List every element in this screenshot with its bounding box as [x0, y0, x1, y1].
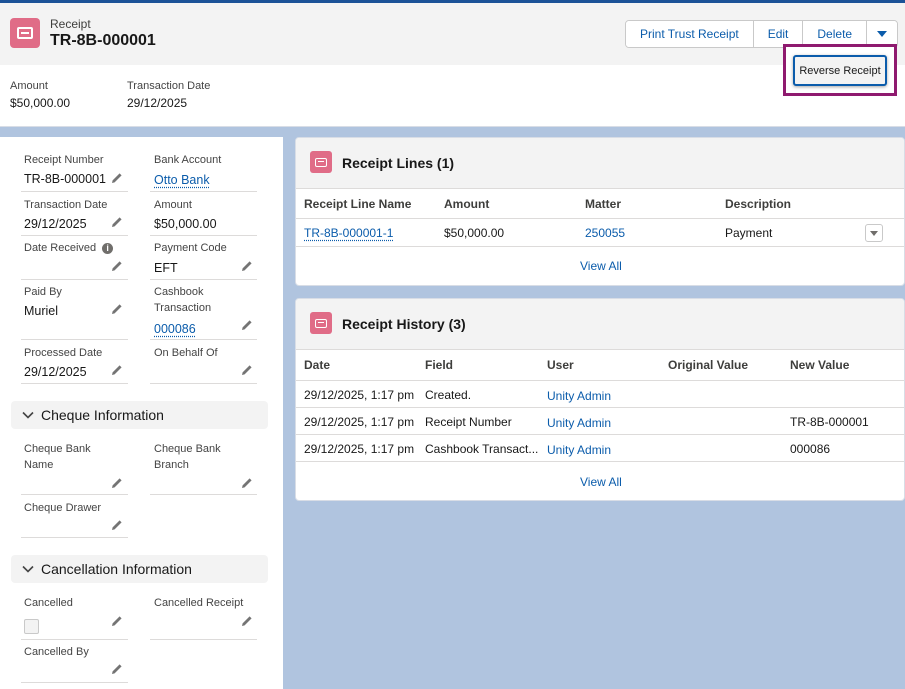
- history-new-value: TR-8B-000001: [790, 415, 869, 429]
- bank-account-label: Bank Account: [154, 152, 221, 168]
- history-new-value: 000086: [790, 442, 830, 456]
- column-header: User: [547, 358, 574, 372]
- cancelled-by-label: Cancelled By: [24, 644, 89, 660]
- chevron-down-icon: [877, 31, 887, 37]
- column-header: Original Value: [668, 358, 748, 372]
- receipt-history-title[interactable]: Receipt History (3): [342, 316, 466, 332]
- column-header: New Value: [790, 358, 849, 372]
- chevron-down-icon: [19, 406, 37, 424]
- receipt-history-icon: [310, 312, 332, 334]
- cheque-bank-name-label: Cheque Bank Name: [24, 441, 104, 473]
- info-icon[interactable]: i: [102, 243, 113, 254]
- view-all-receipt-lines-link[interactable]: View All: [580, 259, 622, 273]
- history-field: Receipt Number: [425, 415, 512, 429]
- receipt-lines-icon: [310, 151, 332, 173]
- cancelled-receipt-label: Cancelled Receipt: [154, 595, 243, 611]
- column-header: Date: [304, 358, 330, 372]
- edit-pencil-icon[interactable]: [110, 171, 124, 185]
- column-header[interactable]: Receipt Line Name: [304, 197, 411, 211]
- edit-pencil-icon[interactable]: [110, 662, 124, 676]
- cancellation-information-section-header[interactable]: Cancellation Information: [11, 555, 268, 583]
- cheque-bank-branch-label: Cheque Bank Branch: [154, 441, 234, 473]
- on-behalf-of-label: On Behalf Of: [154, 345, 218, 361]
- paid-by-label: Paid By: [24, 284, 62, 300]
- amount-highlight-value: $50,000.00: [10, 96, 70, 110]
- reverse-receipt-menu-item[interactable]: Reverse Receipt: [793, 55, 887, 86]
- receipt-lines-title[interactable]: Receipt Lines (1): [342, 155, 454, 171]
- receipt-number-label: Receipt Number: [24, 152, 103, 168]
- date-received-label-wrap: Date Received i: [24, 240, 113, 256]
- edit-pencil-icon[interactable]: [110, 518, 124, 532]
- history-date: 29/12/2025, 1:17 pm: [304, 388, 414, 402]
- history-field: Cashbook Transact...: [425, 442, 538, 456]
- amount-value: $50,000.00: [154, 217, 217, 231]
- print-trust-receipt-button[interactable]: Print Trust Receipt: [626, 21, 754, 47]
- amount-label: Amount: [154, 197, 192, 213]
- history-user-link[interactable]: Unity Admin: [547, 443, 611, 457]
- receipt-history-card: Receipt History (3) Date Field User Orig…: [295, 298, 905, 501]
- transaction-date-value: 29/12/2025: [24, 217, 87, 231]
- view-all-receipt-history-link[interactable]: View All: [580, 475, 622, 489]
- history-user-link[interactable]: Unity Admin: [547, 389, 611, 403]
- column-header[interactable]: Amount: [444, 197, 489, 211]
- cheque-information-section-header[interactable]: Cheque Information: [11, 401, 268, 429]
- cheque-information-title: Cheque Information: [41, 407, 164, 423]
- cashbook-transaction-link[interactable]: 000086: [154, 322, 196, 336]
- record-title: TR-8B-000001: [50, 32, 156, 50]
- details-panel: Receipt Number TR-8B-000001 Bank Account…: [0, 137, 283, 689]
- receipt-lines-card: Receipt Lines (1) Receipt Line Name Amou…: [295, 137, 905, 286]
- column-header: Field: [425, 358, 453, 372]
- edit-pencil-icon[interactable]: [110, 363, 124, 377]
- edit-pencil-icon[interactable]: [240, 259, 254, 273]
- receipt-line-matter-link[interactable]: 250055: [585, 226, 625, 240]
- processed-date-label: Processed Date: [24, 345, 102, 361]
- transaction-date-highlight-label: Transaction Date: [127, 80, 210, 92]
- edit-pencil-icon[interactable]: [240, 476, 254, 490]
- history-field: Created.: [425, 388, 471, 402]
- amount-highlight-label: Amount: [10, 80, 48, 92]
- payment-code-value: EFT: [154, 261, 178, 275]
- row-actions-button[interactable]: [865, 224, 883, 242]
- cancelled-label: Cancelled: [24, 595, 73, 611]
- column-header[interactable]: Description: [725, 197, 791, 211]
- receipt-line-amount: $50,000.00: [444, 226, 504, 240]
- payment-code-label: Payment Code: [154, 240, 227, 256]
- edit-pencil-icon[interactable]: [110, 614, 124, 628]
- column-header[interactable]: Matter: [585, 197, 621, 211]
- edit-pencil-icon[interactable]: [110, 259, 124, 273]
- transaction-date-label: Transaction Date: [24, 197, 107, 213]
- edit-pencil-icon[interactable]: [110, 215, 124, 229]
- receipt-line-description: Payment: [725, 226, 772, 240]
- transaction-date-highlight-value: 29/12/2025: [127, 96, 187, 110]
- object-label: Receipt: [50, 17, 91, 31]
- receipt-object-icon: [10, 18, 40, 48]
- bank-account-link[interactable]: Otto Bank: [154, 173, 210, 187]
- processed-date-value: 29/12/2025: [24, 365, 87, 379]
- receipt-line-name-link[interactable]: TR-8B-000001-1: [304, 226, 393, 240]
- edit-pencil-icon[interactable]: [240, 614, 254, 628]
- date-received-label: Date Received: [24, 242, 96, 254]
- chevron-down-icon: [19, 560, 37, 578]
- cashbook-transaction-label: Cashbook Transaction: [154, 284, 244, 316]
- history-date: 29/12/2025, 1:17 pm: [304, 415, 414, 429]
- chevron-down-icon: [870, 231, 878, 236]
- edit-pencil-icon[interactable]: [240, 363, 254, 377]
- cancelled-checkbox: [24, 619, 39, 634]
- paid-by-value: Muriel: [24, 304, 58, 318]
- edit-pencil-icon[interactable]: [110, 476, 124, 490]
- cheque-drawer-label: Cheque Drawer: [24, 500, 101, 516]
- history-date: 29/12/2025, 1:17 pm: [304, 442, 414, 456]
- cancellation-information-title: Cancellation Information: [41, 561, 192, 577]
- history-user-link[interactable]: Unity Admin: [547, 416, 611, 430]
- record-header: Receipt TR-8B-000001 Print Trust Receipt…: [0, 3, 905, 127]
- edit-pencil-icon[interactable]: [240, 318, 254, 332]
- receipt-number-value: TR-8B-000001: [24, 172, 106, 186]
- edit-pencil-icon[interactable]: [110, 302, 124, 316]
